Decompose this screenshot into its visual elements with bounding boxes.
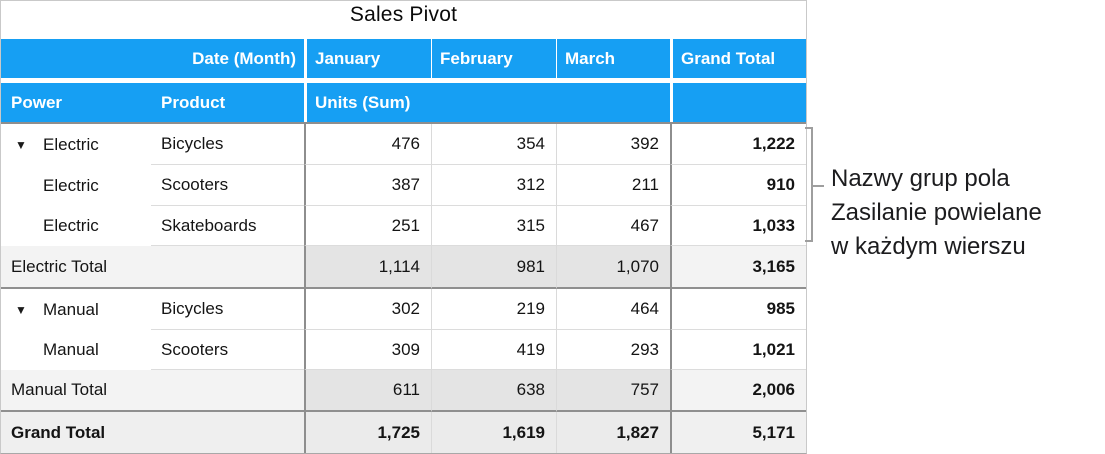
row-total-cell[interactable]: 910: [670, 165, 806, 206]
subtotal-total-cell[interactable]: 3,165: [670, 246, 806, 289]
power-group-label: Electric: [43, 175, 99, 195]
power-cell[interactable]: Electric: [1, 165, 151, 206]
table-row: ▼ Manual Bicycles 302 219 464 985: [1, 289, 806, 330]
subtotal-row-manual: Manual Total 611 638 757 2,006: [1, 370, 806, 412]
subtotal-row-electric: Electric Total 1,114 981 1,070 3,165: [1, 246, 806, 289]
value-cell[interactable]: 293: [556, 330, 670, 370]
value-cell[interactable]: 476: [304, 124, 431, 165]
row-total-cell[interactable]: 1,033: [670, 206, 806, 246]
row-total-cell[interactable]: 1,021: [670, 330, 806, 370]
annotation-text: Nazwy grup pola Zasilanie powielane w ka…: [831, 162, 1042, 264]
value-cell[interactable]: 419: [431, 330, 556, 370]
value-cell[interactable]: 219: [431, 289, 556, 330]
disclosure-triangle-icon[interactable]: ▼: [15, 302, 27, 317]
subtotal-value-cell[interactable]: 1,070: [556, 246, 670, 289]
column-header-march[interactable]: March: [556, 39, 670, 78]
product-cell[interactable]: [151, 412, 304, 453]
power-group-label: Manual: [43, 340, 99, 359]
subtotal-value-cell[interactable]: 638: [431, 370, 556, 412]
pivot-table: Sales Pivot Date (Month) January Februar…: [0, 0, 807, 454]
table-row: Electric Skateboards 251 315 467 1,033: [1, 206, 806, 246]
subtotal-value-cell[interactable]: 1,114: [304, 246, 431, 289]
power-cell[interactable]: ▼ Manual: [1, 289, 151, 330]
power-field-header[interactable]: Power: [1, 83, 151, 122]
value-cell[interactable]: 302: [304, 289, 431, 330]
power-cell[interactable]: Manual: [1, 330, 151, 370]
subtotal-label-cell[interactable]: Manual Total: [1, 370, 151, 412]
subtotal-value-cell[interactable]: 757: [556, 370, 670, 412]
grand-total-value-cell[interactable]: 1,827: [556, 412, 670, 453]
pivot-data-area: ▼ Electric Bicycles 476 354 392 1,222 El…: [1, 122, 806, 453]
table-row: ▼ Electric Bicycles 476 354 392 1,222: [1, 124, 806, 165]
table-row: Electric Scooters 387 312 211 910: [1, 165, 806, 206]
product-field-header[interactable]: Product: [151, 83, 304, 122]
annotation-line: w każdym wierszu: [831, 233, 1026, 260]
row-total-cell[interactable]: 1,222: [670, 124, 806, 165]
product-cell[interactable]: Scooters: [151, 330, 304, 370]
product-cell[interactable]: Skateboards: [151, 206, 304, 246]
subtotal-label-cell[interactable]: Electric Total: [1, 246, 151, 289]
column-header-january[interactable]: January: [304, 39, 431, 78]
value-cell[interactable]: 464: [556, 289, 670, 330]
column-header-row: Date (Month) January February March Gran…: [1, 39, 806, 78]
power-group-label: Manual: [43, 299, 99, 319]
value-cell[interactable]: 251: [304, 206, 431, 246]
annotation-line: Zasilanie powielane: [831, 199, 1042, 226]
header-divider: [1, 78, 806, 83]
value-cell[interactable]: 312: [431, 165, 556, 206]
date-month-field-header[interactable]: Date (Month): [1, 39, 304, 78]
grand-total-row: Grand Total 1,725 1,619 1,827 5,171: [1, 412, 806, 453]
field-header-row: Power Product Units (Sum): [1, 83, 806, 122]
power-cell[interactable]: Electric: [1, 206, 151, 246]
table-row: Manual Scooters 309 419 293 1,021: [1, 330, 806, 370]
value-cell[interactable]: 392: [556, 124, 670, 165]
value-cell[interactable]: 309: [304, 330, 431, 370]
column-header-grand-total[interactable]: Grand Total: [670, 39, 806, 78]
grand-total-value-cell[interactable]: 1,725: [304, 412, 431, 453]
power-group-label: Electric: [43, 134, 99, 154]
column-header-february[interactable]: February: [431, 39, 556, 78]
grand-total-total-cell[interactable]: 5,171: [670, 412, 806, 453]
annotation-bracket: [805, 127, 813, 242]
value-cell[interactable]: 467: [556, 206, 670, 246]
annotation-bracket-tick: [812, 185, 824, 187]
value-cell[interactable]: 354: [431, 124, 556, 165]
product-cell[interactable]: Bicycles: [151, 124, 304, 165]
pivot-table-title: Sales Pivot: [349, 3, 458, 26]
product-cell[interactable]: [151, 246, 304, 289]
product-cell[interactable]: Scooters: [151, 165, 304, 206]
value-cell[interactable]: 387: [304, 165, 431, 206]
grand-total-blank-header: [670, 83, 806, 122]
product-cell[interactable]: [151, 370, 304, 412]
subtotal-value-cell[interactable]: 611: [304, 370, 431, 412]
subtotal-value-cell[interactable]: 981: [431, 246, 556, 289]
grand-total-value-cell[interactable]: 1,619: [431, 412, 556, 453]
value-cell[interactable]: 315: [431, 206, 556, 246]
grand-total-label-cell[interactable]: Grand Total: [1, 412, 151, 453]
row-total-cell[interactable]: 985: [670, 289, 806, 330]
disclosure-triangle-icon[interactable]: ▼: [15, 137, 27, 152]
value-cell[interactable]: 211: [556, 165, 670, 206]
power-group-label: Electric: [43, 216, 99, 235]
values-field-header[interactable]: Units (Sum): [304, 83, 670, 122]
power-cell[interactable]: ▼ Electric: [1, 124, 151, 165]
product-cell[interactable]: Bicycles: [151, 289, 304, 330]
annotation-line: Nazwy grup pola: [831, 165, 1010, 192]
subtotal-total-cell[interactable]: 2,006: [670, 370, 806, 412]
